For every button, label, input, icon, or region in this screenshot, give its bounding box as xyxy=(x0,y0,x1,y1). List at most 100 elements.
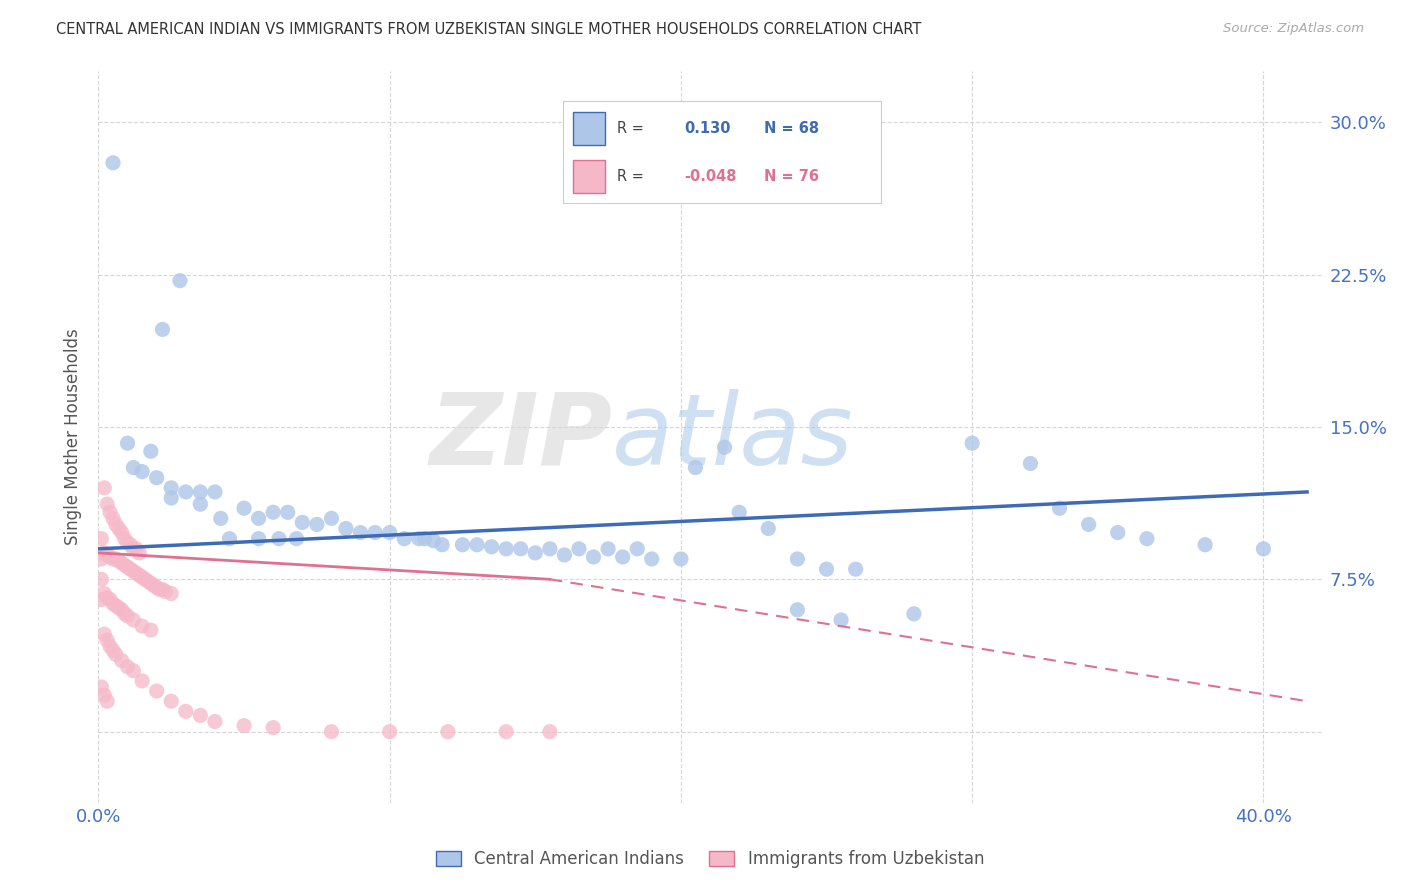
Point xyxy=(262,721,284,735)
Point xyxy=(626,541,648,556)
Point xyxy=(90,552,112,566)
Point xyxy=(247,532,270,546)
Point xyxy=(145,684,167,698)
Point xyxy=(104,648,127,662)
Point xyxy=(125,541,148,556)
Point xyxy=(139,576,162,591)
Point xyxy=(903,607,925,621)
Point xyxy=(1136,532,1159,546)
Point xyxy=(122,460,145,475)
Point xyxy=(93,481,115,495)
Point xyxy=(247,511,270,525)
Point xyxy=(830,613,852,627)
Point xyxy=(117,560,139,574)
Point xyxy=(430,538,453,552)
Point xyxy=(111,603,134,617)
Point xyxy=(169,274,191,288)
Point xyxy=(98,505,121,519)
Point xyxy=(131,570,153,584)
Text: 0.130: 0.130 xyxy=(685,120,731,136)
Point xyxy=(90,592,112,607)
Point xyxy=(188,708,212,723)
Point xyxy=(815,562,838,576)
Point xyxy=(101,643,124,657)
Point xyxy=(108,600,131,615)
Point xyxy=(582,549,605,564)
Point xyxy=(378,724,401,739)
Point xyxy=(90,680,112,694)
Text: N = 68: N = 68 xyxy=(763,120,818,136)
Point xyxy=(93,546,115,560)
Point xyxy=(96,497,118,511)
Point xyxy=(538,724,561,739)
Point xyxy=(134,572,156,586)
Point xyxy=(321,511,343,525)
Point xyxy=(465,538,488,552)
Point xyxy=(209,511,232,525)
Point xyxy=(104,552,127,566)
Point xyxy=(111,525,134,540)
Point xyxy=(756,521,779,535)
Point xyxy=(1019,457,1042,471)
Point xyxy=(291,516,314,530)
Y-axis label: Single Mother Households: Single Mother Households xyxy=(65,329,83,545)
Point xyxy=(96,633,118,648)
Point xyxy=(728,505,751,519)
Point xyxy=(786,603,808,617)
FancyBboxPatch shape xyxy=(572,160,605,193)
Point xyxy=(408,532,430,546)
Point xyxy=(122,564,145,578)
Point xyxy=(160,481,183,495)
Point xyxy=(233,501,256,516)
Point xyxy=(413,532,436,546)
Point xyxy=(131,465,153,479)
Point xyxy=(101,511,124,525)
Point xyxy=(451,538,474,552)
Point xyxy=(114,532,136,546)
Point xyxy=(117,535,139,549)
Point xyxy=(845,562,868,576)
Point xyxy=(125,566,148,581)
Point xyxy=(142,578,165,592)
Point xyxy=(108,554,131,568)
Point xyxy=(335,521,357,535)
Point xyxy=(509,541,531,556)
Point xyxy=(96,591,118,605)
Point xyxy=(93,627,115,641)
Point xyxy=(152,322,174,336)
Point xyxy=(481,540,503,554)
Point xyxy=(117,608,139,623)
Point xyxy=(117,659,139,673)
Point xyxy=(568,541,591,556)
Point xyxy=(685,460,707,475)
Point xyxy=(160,491,183,505)
Text: CENTRAL AMERICAN INDIAN VS IMMIGRANTS FROM UZBEKISTAN SINGLE MOTHER HOUSEHOLDS C: CENTRAL AMERICAN INDIAN VS IMMIGRANTS FR… xyxy=(56,22,921,37)
Point xyxy=(495,541,517,556)
Point xyxy=(122,664,145,678)
Point xyxy=(1077,517,1099,532)
Point xyxy=(152,582,174,597)
Point xyxy=(553,548,575,562)
Point xyxy=(1049,501,1071,516)
Point xyxy=(349,525,371,540)
Point xyxy=(204,714,226,729)
Point xyxy=(101,155,124,169)
Point xyxy=(1107,525,1129,540)
Point xyxy=(188,497,212,511)
Point xyxy=(305,517,328,532)
Point xyxy=(111,654,134,668)
Point xyxy=(98,640,121,654)
Text: -0.048: -0.048 xyxy=(685,169,737,184)
Point xyxy=(111,556,134,570)
Point xyxy=(114,607,136,621)
Point xyxy=(96,548,118,562)
Point xyxy=(120,562,142,576)
Text: R =: R = xyxy=(617,120,648,136)
Point xyxy=(136,574,159,589)
Point xyxy=(378,525,401,540)
Point xyxy=(786,552,808,566)
Point xyxy=(128,568,150,582)
Point xyxy=(90,572,112,586)
Point xyxy=(101,552,124,566)
Point xyxy=(174,705,197,719)
